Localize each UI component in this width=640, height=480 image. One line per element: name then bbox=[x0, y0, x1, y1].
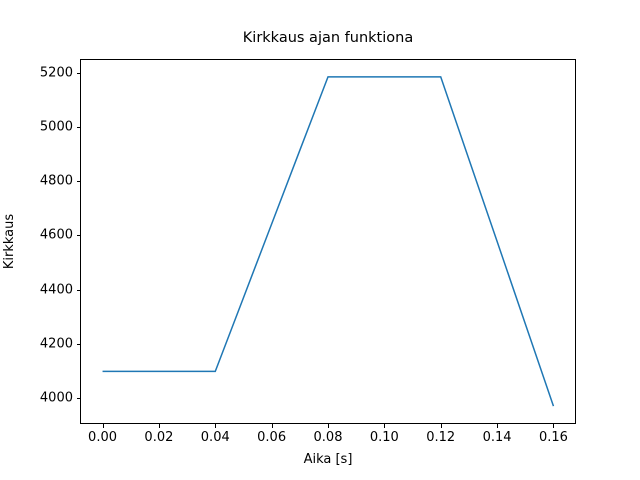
chart-title: Kirkkaus ajan funktiona bbox=[242, 30, 414, 46]
plot-svg bbox=[102, 76, 555, 407]
y-tick-mark bbox=[76, 72, 80, 74]
x-tick-mark bbox=[384, 424, 386, 428]
x-tick-mark bbox=[440, 424, 442, 428]
x-tick-label: 0.12 bbox=[426, 430, 456, 445]
y-axis-tick-labels: 4000 4200 4400 4600 4800 5000 5200 bbox=[0, 59, 73, 424]
y-tick-label: 4400 bbox=[39, 282, 73, 298]
x-tick-mark bbox=[328, 424, 329, 428]
y-tick-label: 5000 bbox=[39, 119, 73, 135]
y-axis-tick-marks bbox=[76, 59, 80, 424]
x-tick-label: 0.02 bbox=[144, 430, 174, 445]
x-tick-label: 0.10 bbox=[369, 430, 399, 445]
y-tick-mark bbox=[76, 397, 80, 399]
plot-area bbox=[80, 59, 576, 424]
x-tick-mark bbox=[497, 424, 499, 428]
x-tick-label: 0.06 bbox=[257, 430, 287, 445]
x-tick-mark bbox=[271, 424, 273, 428]
x-tick-mark bbox=[215, 424, 217, 428]
x-tick-mark bbox=[158, 424, 160, 428]
x-tick-mark bbox=[102, 424, 104, 428]
y-tick-mark bbox=[76, 343, 80, 345]
x-axis-tick-marks bbox=[80, 424, 576, 428]
axes-frame bbox=[80, 59, 576, 424]
x-tick-label: 0.04 bbox=[200, 430, 230, 445]
x-tick-mark bbox=[553, 424, 555, 428]
y-tick-mark bbox=[76, 235, 80, 237]
x-tick-label: 0.08 bbox=[313, 430, 343, 445]
y-tick-label: 4600 bbox=[39, 227, 73, 243]
y-tick-label: 4000 bbox=[39, 390, 73, 406]
x-axis-label: Aika [s] bbox=[303, 452, 353, 467]
data-series-line bbox=[102, 76, 555, 407]
y-tick-mark bbox=[76, 181, 80, 183]
y-tick-label: 5200 bbox=[39, 65, 73, 81]
x-tick-label: 0.00 bbox=[88, 430, 118, 445]
x-tick-label: 0.16 bbox=[538, 430, 568, 445]
x-axis-tick-labels: 0.00 0.02 0.04 0.06 0.08 0.10 0.12 0.14 0.16 bbox=[80, 430, 576, 450]
x-tick-label: 0.14 bbox=[482, 430, 512, 445]
y-tick-mark bbox=[76, 289, 80, 291]
y-tick-mark bbox=[76, 127, 80, 128]
y-tick-label: 4200 bbox=[39, 336, 73, 352]
y-tick-label: 4800 bbox=[39, 173, 73, 189]
